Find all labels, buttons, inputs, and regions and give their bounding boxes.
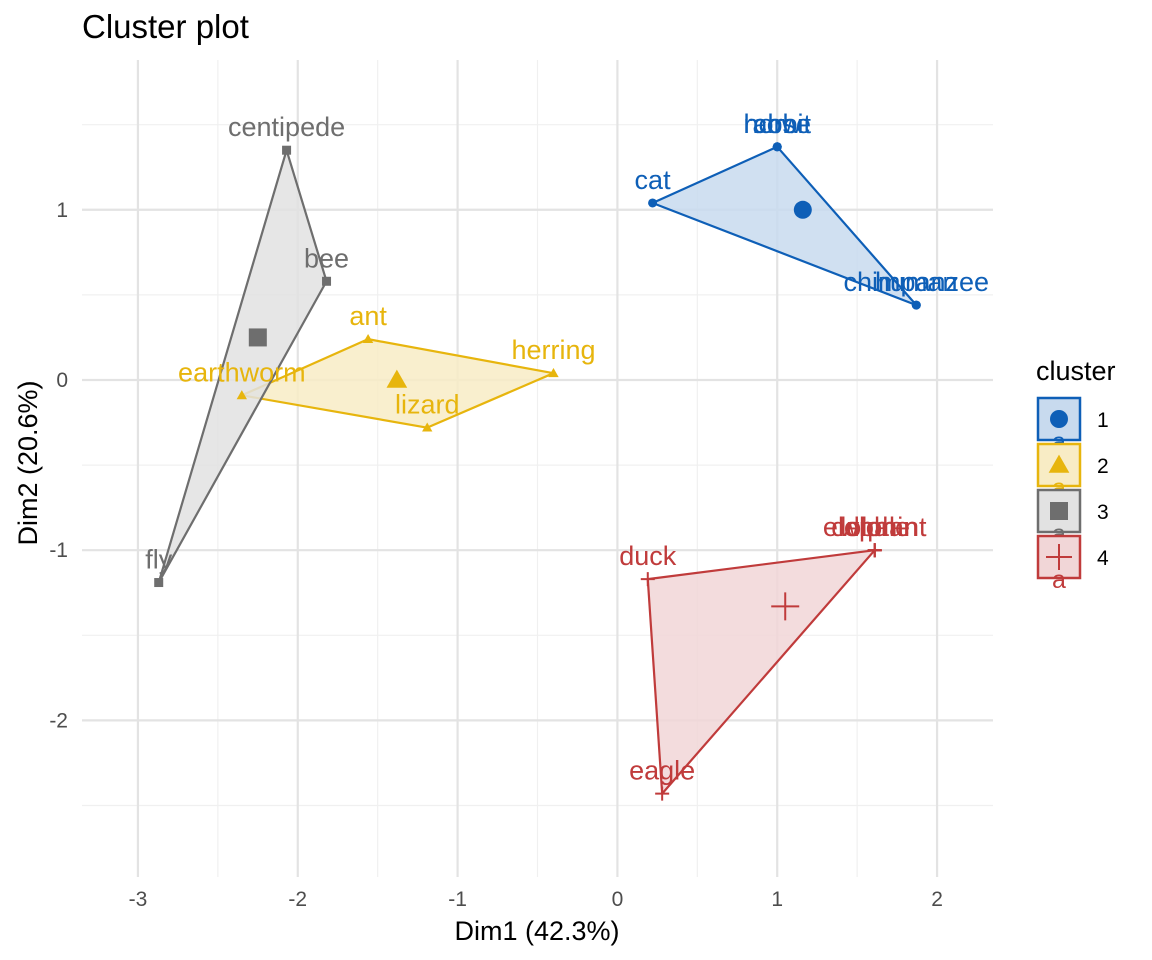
legend-key-4 [1036,534,1082,580]
point-label: lizard [395,390,460,420]
point-label: ant [349,301,387,331]
x-axis-title: Dim1 (42.3%) [454,916,619,946]
x-tick-label: 1 [771,888,783,911]
y-axis-title: Dim2 (20.6%) [13,380,43,545]
legend-label: 1 [1097,409,1109,432]
point-label: human [875,267,958,297]
cluster-center [771,592,800,621]
point-label: rabbit [743,109,811,139]
point-label: chimpanzee [843,267,989,297]
chart-title: Cluster plot [82,8,249,45]
point-label: centipede [228,112,345,142]
point-label: cow [753,109,802,139]
y-tick-label: 0 [56,369,68,392]
cluster-center [386,369,408,388]
x-tick-label: -1 [448,888,467,911]
point-label: bee [304,243,349,273]
data-point [867,543,882,558]
x-tick-label: 2 [931,888,943,911]
legend-label: 2 [1097,455,1109,478]
cluster-points [154,142,921,801]
legend-symbol [1048,454,1070,473]
point-label: fly [145,545,173,575]
point-label: dolphin [831,512,918,542]
point-label: earthworm [178,357,306,387]
legend-key-1 [1036,396,1082,442]
cluster-hulls [157,145,918,795]
axis-ticks: -3 -2 -1 0 1 2 -2 -1 0 1 [49,199,943,911]
legend-symbol [1050,410,1068,428]
legend-title: cluster [1036,356,1116,386]
cluster-hull-3 [157,149,328,584]
data-point [154,578,164,588]
legend-glyph-text: a [1052,566,1066,594]
data-point [648,198,658,208]
legend-symbol [1046,544,1072,570]
data-point [655,786,670,801]
data-point [282,145,292,155]
point-label: lion [854,512,896,542]
legend-label: 4 [1097,547,1109,570]
legend-label: 3 [1097,501,1109,524]
point-label: duck [619,541,677,571]
cluster-center [248,328,267,347]
y-tick-label: -2 [49,709,68,732]
data-point [640,572,655,587]
data-point [236,390,247,400]
data-point [911,300,921,310]
point-label: elephant [823,512,927,542]
point-label: eagle [629,756,695,786]
point-label: cat [635,165,672,195]
point-label: horse [743,109,811,139]
y-tick-label: -1 [49,539,68,562]
legend-symbol [1050,502,1068,520]
cluster-hull-1 [651,145,918,307]
x-tick-label: -2 [288,888,307,911]
data-point [548,368,559,378]
cluster-center [793,200,812,219]
y-tick-label: 1 [56,199,68,222]
point-label: whale [838,512,910,542]
data-point [362,333,374,344]
x-tick-label: -3 [129,888,148,911]
data-point [322,276,332,286]
data-point [422,422,433,432]
cluster-hull-4 [646,549,876,795]
data-point [772,142,782,152]
x-tick-label: 0 [612,888,624,911]
point-label: herring [511,335,595,365]
